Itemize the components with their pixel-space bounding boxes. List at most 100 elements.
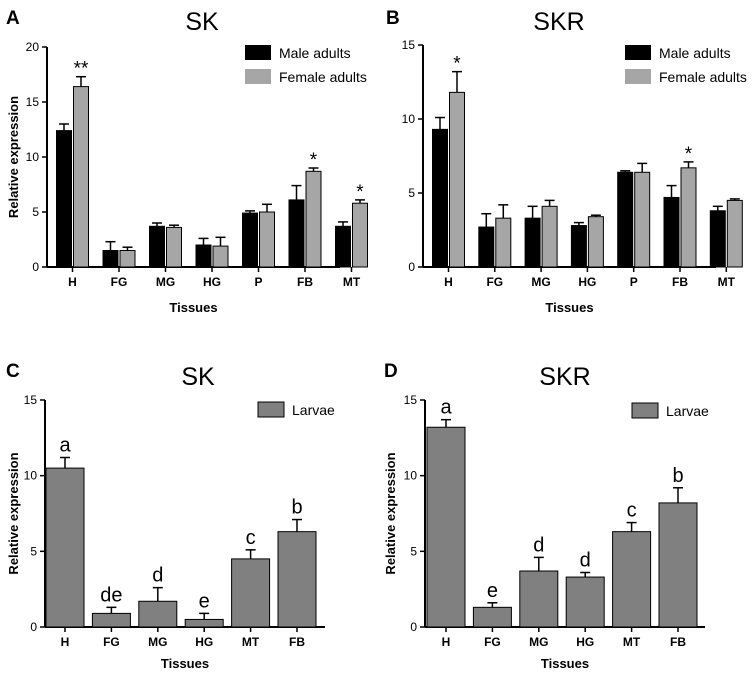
- bar: [149, 225, 165, 268]
- x-tick-label: FB: [672, 275, 688, 289]
- panel-letter: B: [386, 8, 400, 29]
- bar: [259, 211, 275, 268]
- x-tick-label: H: [68, 275, 77, 289]
- annotation-label: d: [580, 550, 591, 572]
- x-tick-label: MT: [343, 275, 361, 289]
- legend-label: Larvae: [292, 402, 335, 418]
- x-tick-label: FB: [297, 275, 313, 289]
- legend-swatch: [625, 45, 651, 60]
- y-tick-label: 5: [408, 186, 415, 200]
- bar: [242, 212, 258, 268]
- chart-title: SKR: [539, 363, 590, 391]
- legend-label: Female adults: [659, 69, 747, 85]
- y-axis-label: Relative expression: [6, 96, 21, 218]
- bar: [565, 576, 605, 628]
- x-tick-label: MT: [242, 635, 260, 649]
- chart-title: SK: [181, 363, 215, 391]
- annotation-label: *: [453, 54, 461, 75]
- y-tick-label: 10: [402, 112, 416, 126]
- bar: [709, 210, 726, 268]
- bar: [663, 196, 680, 268]
- y-axis-label: Relative expression: [6, 452, 21, 574]
- annotation-label: d: [152, 565, 163, 587]
- legend-label: Male adults: [659, 45, 731, 61]
- bar: [541, 205, 558, 268]
- legend-swatch: [245, 69, 271, 84]
- y-tick-label: 15: [404, 393, 418, 407]
- legend-label: Male adults: [279, 45, 351, 61]
- bar: [426, 426, 466, 628]
- panel-letter: A: [6, 8, 20, 29]
- bar: [195, 244, 212, 268]
- legend-swatch: [631, 402, 659, 419]
- bar: [212, 245, 229, 268]
- bar: [519, 570, 559, 628]
- chart-title: SK: [185, 8, 219, 36]
- annotation-label: a: [59, 435, 71, 457]
- bar: [119, 250, 136, 268]
- x-tick-label: MG: [156, 275, 175, 289]
- bar: [166, 226, 182, 268]
- legend-swatch: [245, 45, 271, 60]
- annotation-label: b: [672, 465, 683, 487]
- bar: [335, 225, 351, 268]
- bar: [495, 217, 512, 268]
- x-axis-label: Tissues: [541, 656, 589, 671]
- y-tick-label: 0: [410, 620, 417, 634]
- x-tick-label: MG: [148, 635, 167, 649]
- x-tick-label: HG: [203, 275, 221, 289]
- bar: [726, 199, 743, 268]
- panel-b: B SKR 0 5 10 15 H FG MG HG P FB MT * * Male adults Femal…: [386, 8, 747, 315]
- bar: [45, 467, 85, 628]
- bar: [288, 199, 305, 268]
- x-axis-label: Tissues: [169, 300, 217, 315]
- x-tick-label: FG: [103, 635, 120, 649]
- bar: [612, 531, 652, 628]
- legend-label: Larvae: [666, 403, 709, 419]
- bar: [91, 612, 131, 628]
- bar: [352, 202, 368, 268]
- bar: [449, 91, 465, 268]
- x-tick-label: FG: [111, 275, 128, 289]
- x-tick-label: FG: [484, 635, 501, 649]
- x-tick-label: H: [444, 275, 453, 289]
- annotation-label: **: [74, 59, 89, 80]
- bar: [305, 170, 322, 268]
- annotation-label: *: [310, 150, 318, 171]
- annotation-label: *: [356, 182, 364, 203]
- bar: [658, 502, 698, 628]
- annotation-label: e: [199, 590, 210, 612]
- bar: [570, 225, 587, 268]
- y-tick-label: 0: [408, 260, 415, 274]
- y-tick-label: 0: [30, 620, 37, 634]
- bar: [73, 86, 89, 268]
- y-tick-label: 20: [26, 40, 40, 54]
- bar: [617, 171, 634, 268]
- legend-label: Female adults: [279, 69, 367, 85]
- legend-swatch: [257, 401, 285, 418]
- x-tick-label: MT: [718, 275, 736, 289]
- annotation-label: c: [246, 527, 256, 549]
- y-tick-label: 5: [30, 544, 37, 558]
- annotation-label: e: [487, 580, 498, 602]
- bar: [524, 217, 541, 268]
- bar: [478, 226, 495, 268]
- annotation-label: c: [627, 500, 637, 522]
- x-tick-label: FB: [670, 635, 686, 649]
- bar: [277, 531, 317, 628]
- x-tick-label: HG: [578, 275, 596, 289]
- panel-letter: D: [384, 361, 398, 382]
- bar: [102, 250, 119, 268]
- x-tick-label: H: [442, 635, 451, 649]
- y-tick-label: 10: [404, 469, 418, 483]
- bar: [432, 128, 448, 268]
- chart-title: SKR: [533, 8, 584, 36]
- y-tick-label: 5: [410, 544, 417, 558]
- y-tick-label: 0: [32, 260, 39, 274]
- x-tick-label: MG: [531, 275, 550, 289]
- x-tick-label: P: [630, 275, 638, 289]
- annotation-label: de: [100, 584, 122, 606]
- annotation-label: d: [533, 534, 544, 556]
